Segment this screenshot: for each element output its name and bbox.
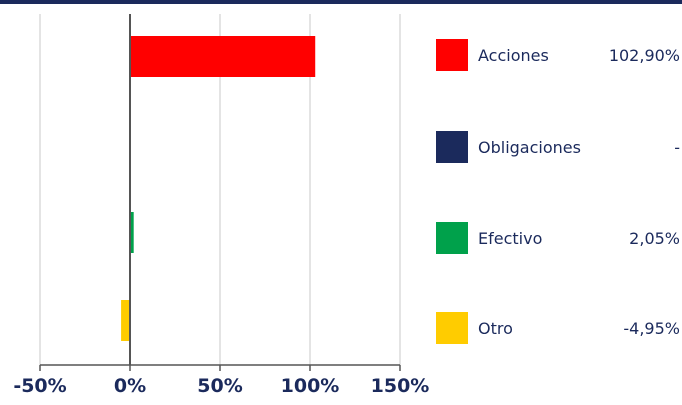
legend-value: -4,95% <box>623 318 680 338</box>
x-tick-labels: -50% 0% 50% 100% 150% <box>13 375 429 397</box>
legend-item-obligaciones: Obligaciones - <box>436 130 680 164</box>
legend-value: 102,90% <box>608 45 680 65</box>
axes <box>39 14 401 371</box>
x-tick-label-1: 0% <box>114 375 146 397</box>
bars <box>121 36 316 341</box>
legend-item-otro: Otro -4,95% <box>436 311 680 345</box>
legend-label: Efectivo <box>478 228 543 248</box>
bar-otro <box>121 300 130 341</box>
top-bar <box>0 0 682 4</box>
legend-value: 2,05% <box>629 228 680 248</box>
x-tick-label-4: 150% <box>371 375 430 397</box>
legend-swatch <box>436 222 468 254</box>
bar-acciones <box>130 36 316 77</box>
x-tick-label-3: 100% <box>281 375 340 397</box>
legend-swatch <box>436 131 468 163</box>
legend-label: Otro <box>478 318 513 338</box>
x-tick-label-2: 50% <box>197 375 242 397</box>
legend-swatch <box>436 39 468 71</box>
legend-label: Obligaciones <box>478 137 581 157</box>
legend: Acciones 102,90% Obligaciones - Efectivo 2,05… <box>436 0 682 405</box>
legend-label: Acciones <box>478 45 549 65</box>
legend-item-acciones: Acciones 102,90% <box>436 38 680 72</box>
bar-efectivo <box>130 212 134 253</box>
legend-swatch <box>436 312 468 344</box>
legend-item-efectivo: Efectivo 2,05% <box>436 221 680 255</box>
bar-chart: -50% 0% 50% 100% 150% <box>13 14 429 397</box>
legend-value: - <box>674 137 680 157</box>
x-tick-label-0: -50% <box>13 375 66 397</box>
